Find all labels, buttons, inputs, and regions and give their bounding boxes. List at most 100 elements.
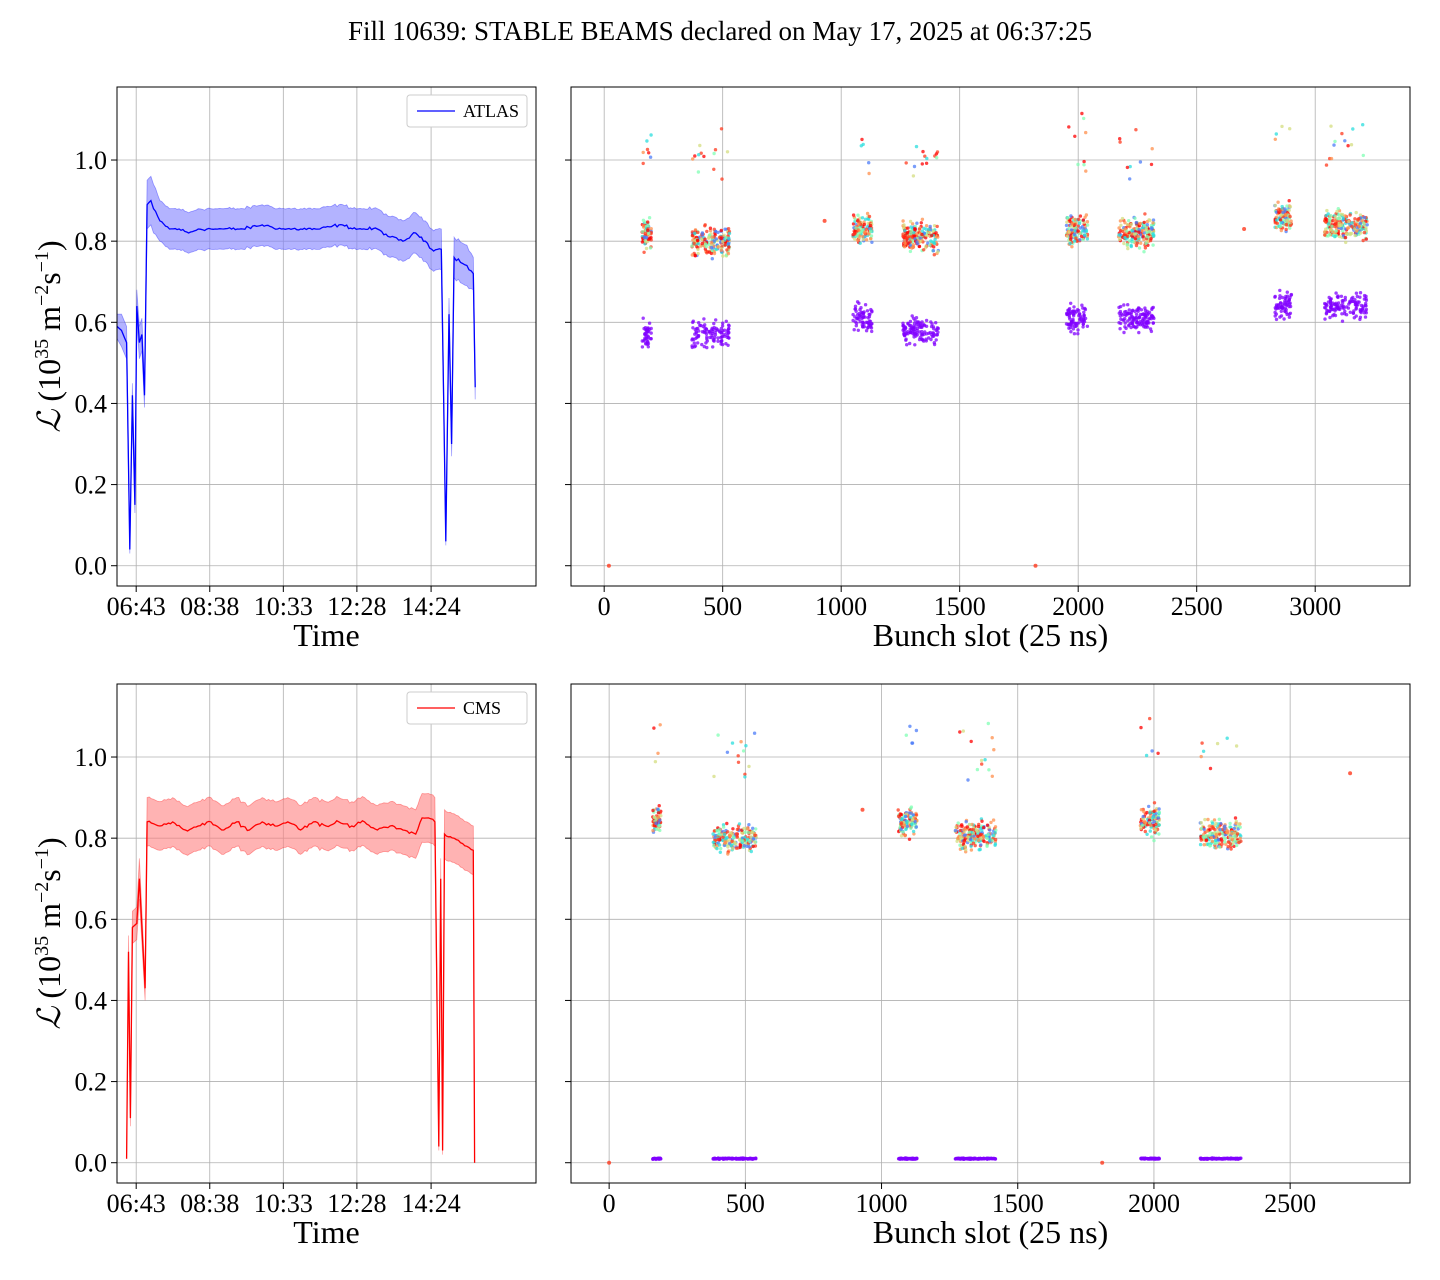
data-point	[724, 837, 728, 841]
data-point	[726, 845, 730, 849]
data-point	[976, 838, 981, 843]
data-point	[934, 231, 938, 235]
data-point	[902, 333, 907, 337]
data-point	[1141, 318, 1145, 322]
data-point	[971, 828, 976, 832]
data-point	[1148, 821, 1152, 825]
data-point	[899, 1156, 903, 1161]
data-point	[1208, 844, 1212, 848]
data-point	[991, 818, 996, 822]
x-tick-label: 14:24	[401, 1189, 460, 1218]
data-point	[705, 251, 709, 255]
data-point	[690, 253, 694, 257]
data-point	[914, 813, 919, 817]
data-point	[1149, 329, 1154, 334]
data-point	[1206, 817, 1210, 822]
data-point	[703, 237, 707, 241]
data-point	[1225, 830, 1230, 835]
data-point	[1151, 232, 1155, 236]
data-point	[716, 336, 720, 340]
data-point	[922, 248, 926, 252]
data-point	[954, 825, 958, 829]
data-point	[1358, 213, 1363, 217]
data-point	[959, 835, 963, 840]
data-point	[1353, 233, 1357, 238]
data-point	[973, 843, 977, 848]
data-point	[1065, 312, 1069, 317]
data-point	[967, 823, 972, 827]
data-point	[991, 833, 996, 838]
data-point	[912, 164, 917, 169]
atlas-time-plot: 0.0 0.2 0.4 0.6 0.8 1.0 06:43 08:38 10:33 12:28 14…	[31, 86, 537, 653]
data-point	[900, 816, 905, 821]
data-point	[917, 227, 922, 231]
data-point	[1141, 235, 1145, 239]
data-point	[980, 762, 984, 766]
data-point	[716, 733, 720, 737]
data-point	[1082, 116, 1086, 121]
data-point	[1273, 137, 1278, 141]
data-point	[735, 835, 739, 839]
data-point	[903, 229, 907, 233]
x-tick-label: 1000	[815, 592, 867, 621]
data-point	[1238, 825, 1242, 829]
data-point	[1333, 139, 1337, 144]
data-point	[975, 767, 980, 772]
data-point	[928, 224, 932, 229]
data-point	[645, 147, 650, 152]
data-point	[919, 333, 923, 337]
x-tick-label: 08:38	[180, 1189, 239, 1218]
data-point	[909, 826, 913, 830]
data-point	[1327, 216, 1332, 221]
data-point	[1278, 218, 1283, 222]
data-point	[696, 334, 700, 338]
data-point	[1133, 216, 1137, 220]
data-point	[913, 819, 917, 824]
cms-time-plot: 0.0 0.2 0.4 0.6 0.8 1.0 06:43 08:38 10:33 12:28 14…	[31, 683, 537, 1250]
data-point	[1287, 297, 1292, 302]
data-point	[925, 156, 929, 161]
data-point	[1078, 238, 1082, 242]
x-tick-label: 14:24	[401, 592, 460, 621]
data-point	[1337, 213, 1341, 217]
data-point	[931, 229, 936, 233]
data-point	[1200, 741, 1204, 745]
data-point	[743, 835, 747, 840]
x-tick-label: 500	[703, 592, 742, 621]
data-point	[921, 149, 925, 154]
data-point	[1151, 321, 1155, 325]
data-point	[1151, 315, 1155, 319]
data-point	[656, 811, 661, 815]
data-point	[932, 241, 937, 246]
data-point	[1148, 218, 1152, 223]
data-point	[696, 170, 701, 174]
data-point	[1138, 160, 1143, 164]
data-point	[1138, 222, 1142, 226]
data-point	[861, 313, 865, 317]
data-point	[958, 1156, 962, 1161]
data-point	[727, 231, 732, 236]
data-point	[993, 842, 998, 846]
data-point	[720, 324, 725, 328]
data-point	[1125, 312, 1130, 316]
data-point	[1210, 831, 1215, 836]
data-point	[956, 821, 960, 825]
x-tick-label: 2500	[1264, 1189, 1316, 1218]
data-point	[1145, 234, 1149, 239]
data-point	[640, 345, 645, 349]
data-point	[922, 226, 926, 230]
data-point	[730, 839, 734, 843]
data-point	[722, 332, 726, 337]
data-point	[969, 848, 974, 852]
data-point	[646, 334, 650, 338]
data-point	[1354, 307, 1358, 311]
data-point	[695, 238, 700, 243]
data-point	[1358, 221, 1363, 225]
data-point	[953, 828, 958, 833]
data-point	[913, 332, 918, 336]
data-point	[853, 307, 858, 311]
data-point	[1076, 224, 1081, 228]
data-point	[1334, 229, 1338, 233]
data-point	[903, 833, 907, 838]
data-point	[1358, 291, 1363, 295]
